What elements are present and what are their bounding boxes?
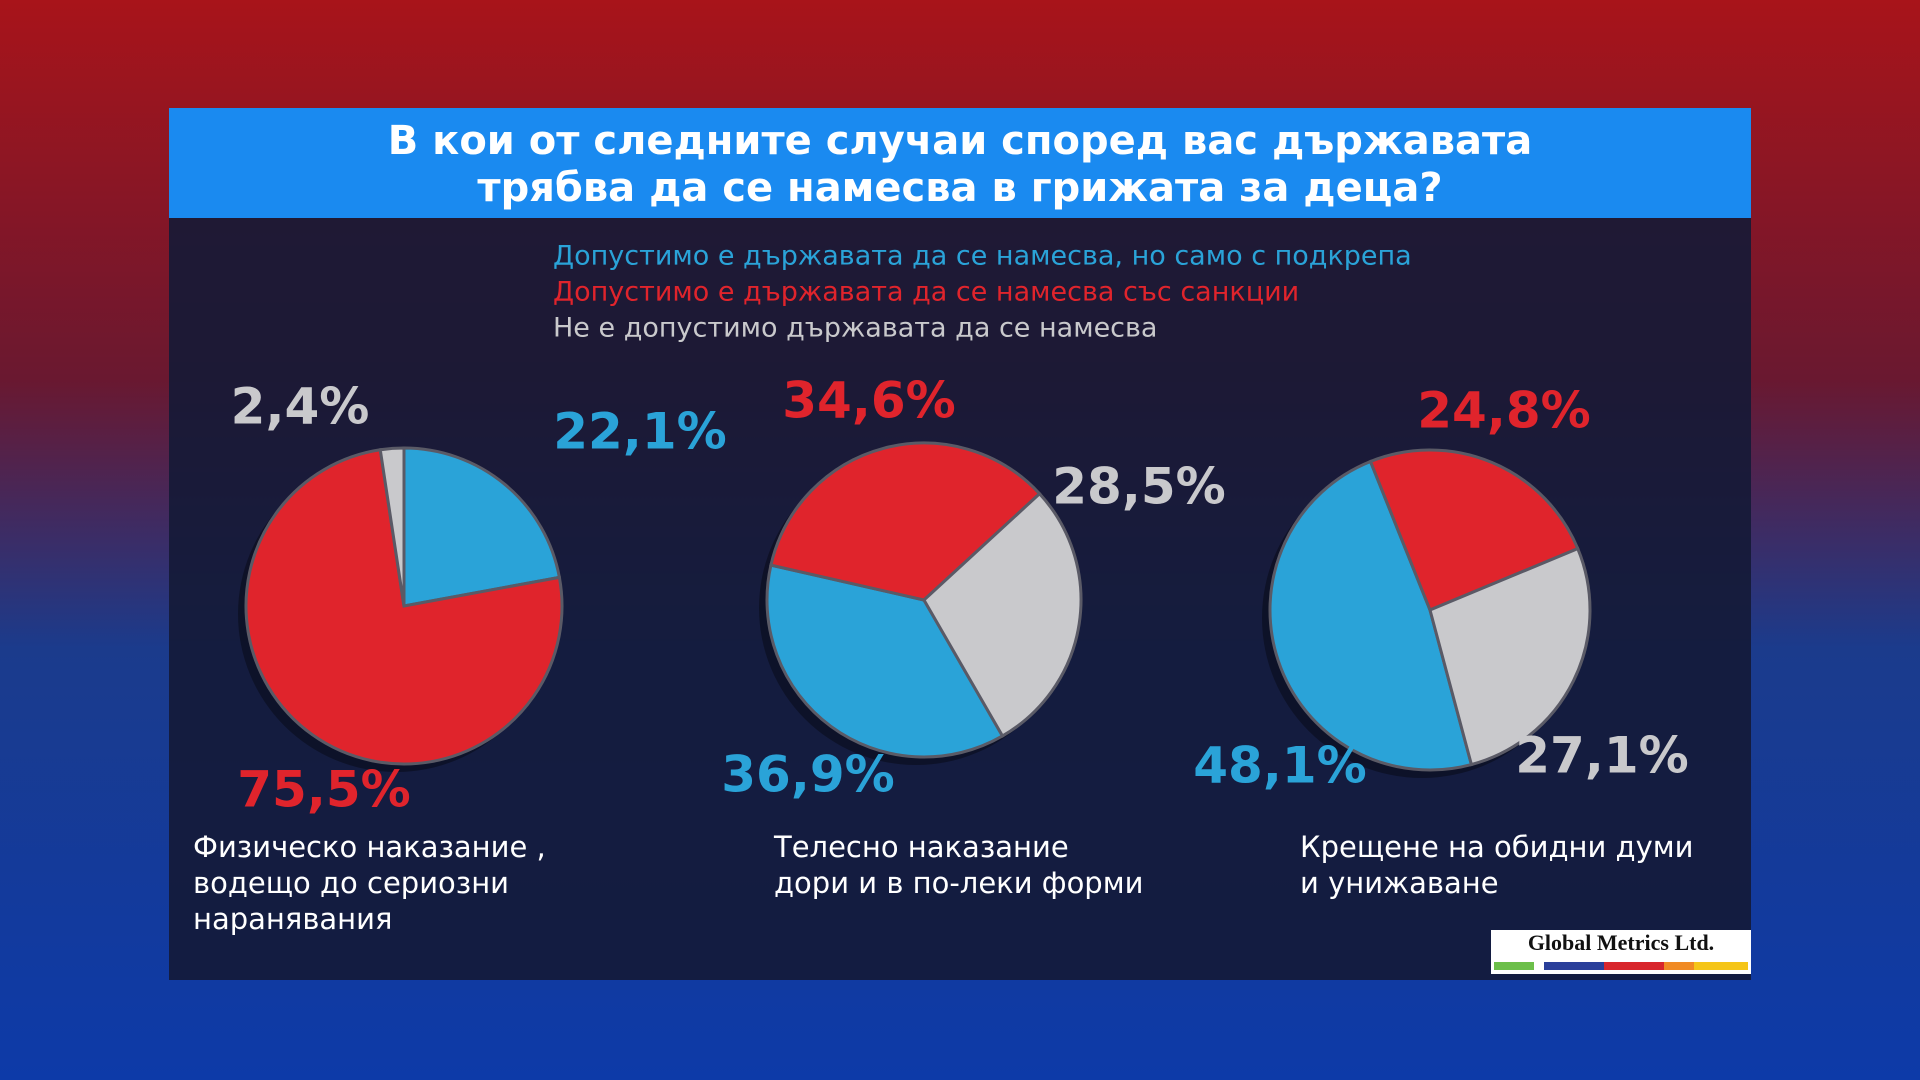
- title-line: трябва да се намесва в грижата за деца?: [477, 165, 1442, 211]
- value-label: 2,4%: [231, 378, 370, 436]
- pie-slice: [765, 563, 1005, 759]
- pie-slice: [769, 441, 1042, 602]
- pie-slice: [244, 448, 564, 766]
- value-label: 34,6%: [782, 372, 955, 430]
- pie-caption: водещо до сериозни: [193, 866, 509, 900]
- legend-entry: Допустимо е държавата да се намесва със …: [553, 277, 1299, 308]
- value-label: 24,8%: [1417, 382, 1590, 440]
- pie-slice: [402, 446, 562, 608]
- pie-caption: Физическо наказание ,: [193, 830, 546, 864]
- title-bar: [169, 108, 1751, 218]
- value-label: 36,9%: [721, 746, 894, 804]
- logo: Global Metrics Ltd.: [1491, 930, 1751, 974]
- pie-slice: [1268, 459, 1474, 772]
- logo-stripe: [1604, 962, 1664, 970]
- value-label: 22,1%: [553, 403, 726, 461]
- logo-stripe: [1664, 962, 1694, 970]
- pie-caption: наранявания: [193, 902, 392, 936]
- pie-slice: [378, 446, 406, 607]
- pie-caption: Крещене на обидни думи: [1300, 830, 1693, 864]
- value-label: 48,1%: [1193, 737, 1366, 795]
- legend-entry: Не е допустимо държавата да се намесва: [553, 313, 1157, 344]
- logo-text: Global Metrics Ltd.: [1528, 930, 1714, 955]
- value-label: 27,1%: [1515, 727, 1688, 785]
- pie-slice: [922, 491, 1083, 739]
- logo-stripe: [1544, 962, 1604, 970]
- value-label: 28,5%: [1052, 458, 1225, 516]
- title-line: В кои от следните случаи според вас държ…: [388, 118, 1532, 164]
- value-label: 75,5%: [237, 761, 410, 819]
- pie-caption: Телесно наказание: [773, 830, 1069, 864]
- logo-stripe: [1494, 962, 1534, 970]
- logo-stripe: [1694, 962, 1748, 970]
- pie-caption: и унижаване: [1300, 866, 1499, 900]
- pie-slice: [1428, 546, 1592, 767]
- pie-caption: дори и в по-леки форми: [774, 866, 1143, 900]
- legend-entry: Допустимо е държавата да се намесва, но …: [553, 241, 1412, 272]
